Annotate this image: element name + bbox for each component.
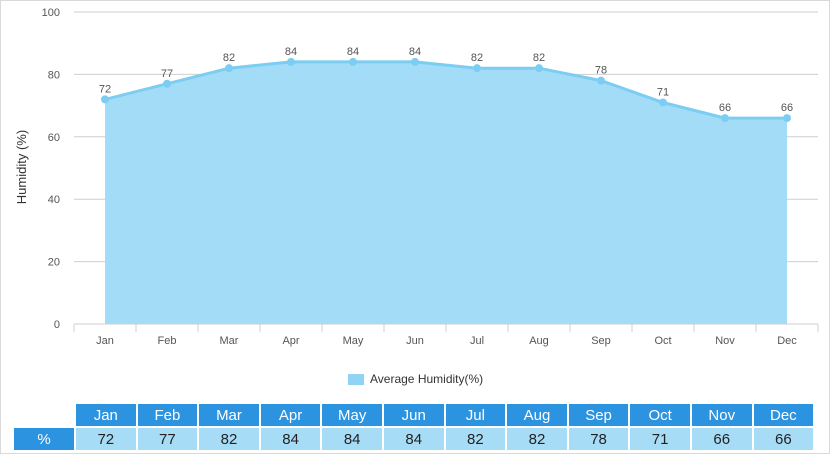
x-tick-label: Mar <box>220 335 239 347</box>
table-value-cell: 84 <box>322 428 382 450</box>
table-month-header: Aug <box>507 404 567 426</box>
data-point[interactable] <box>783 114 791 123</box>
data-points: 72 77 82 84 84 84 82 82 78 71 66 66 <box>99 46 793 123</box>
legend-swatch <box>348 373 364 385</box>
data-label: 66 <box>719 102 731 114</box>
data-label: 72 <box>99 83 111 95</box>
legend[interactable]: Average Humidity(%) <box>348 372 483 386</box>
table-month-header: Jul <box>445 404 506 426</box>
table-month-header: Feb <box>137 404 198 426</box>
axes: 0 20 40 60 80 100 Jan Feb Mar Apr May Jun Jul Aug Sep O… <box>42 7 819 347</box>
y-tick-label: 40 <box>48 194 60 206</box>
y-tick-label: 60 <box>48 132 60 144</box>
table-value-cell: 77 <box>137 428 198 450</box>
x-tick-label: Jan <box>96 335 114 347</box>
x-tick-label: May <box>343 335 364 347</box>
table-value-cell: 84 <box>383 428 444 450</box>
x-tick-label: Dec <box>777 335 797 347</box>
table-value-cell: 66 <box>753 428 814 450</box>
x-tick-label: Feb <box>158 335 177 347</box>
data-point[interactable] <box>101 95 109 104</box>
data-label: 82 <box>223 52 235 64</box>
table-row-label: % <box>14 428 74 450</box>
table-month-header: Dec <box>753 404 814 426</box>
data-label: 84 <box>347 46 359 58</box>
table-value-cell: 82 <box>507 428 567 450</box>
y-tick-label: 100 <box>42 7 60 19</box>
humidity-area <box>105 61 787 325</box>
data-point[interactable] <box>349 57 357 66</box>
x-tick-label: Sep <box>591 335 611 347</box>
legend-label: Average Humidity(%) <box>370 372 484 386</box>
table-corner <box>14 404 74 426</box>
data-label: 71 <box>657 86 669 98</box>
humidity-line <box>104 60 787 120</box>
table-value-cell: 82 <box>445 428 506 450</box>
data-label: 77 <box>161 68 173 80</box>
table-month-header: Jun <box>383 404 444 426</box>
table-value-cell: 78 <box>568 428 629 450</box>
table-month-header: Apr <box>260 404 321 426</box>
data-label: 84 <box>285 46 297 58</box>
humidity-area-chart: 0 20 40 60 80 100 Jan Feb Mar Apr May Jun Jul Aug Sep O… <box>14 7 819 347</box>
y-tick-label: 0 <box>54 319 60 331</box>
x-tick-label: Jun <box>406 335 424 347</box>
x-tick-label: Aug <box>529 335 549 347</box>
data-point[interactable] <box>659 98 667 107</box>
data-label: 78 <box>595 65 607 77</box>
y-tick-label: 20 <box>48 257 60 269</box>
monthly-humidity-table: Jan Feb Mar Apr May Jun Jul Aug Sep Oct … <box>12 402 815 452</box>
table-month-header: Nov <box>691 404 752 426</box>
data-point[interactable] <box>721 114 729 123</box>
data-point[interactable] <box>535 64 543 73</box>
table-month-header: Jan <box>76 404 136 426</box>
table-month-header: May <box>322 404 382 426</box>
data-label: 82 <box>533 52 545 64</box>
table-values-row: % 72 77 82 84 84 84 82 82 78 71 66 66 <box>14 428 814 450</box>
data-point[interactable] <box>287 57 295 66</box>
data-label: 66 <box>781 102 793 114</box>
y-tick-label: 80 <box>48 69 60 81</box>
table-value-cell: 84 <box>260 428 321 450</box>
data-point[interactable] <box>597 76 605 85</box>
table-value-cell: 72 <box>76 428 136 450</box>
y-axis-title: Humidity (%) <box>14 130 29 204</box>
x-tick-label: Jul <box>470 335 484 347</box>
data-point[interactable] <box>163 79 171 88</box>
table-month-header: Sep <box>568 404 629 426</box>
table-month-header: Oct <box>630 404 690 426</box>
x-tick-label: Apr <box>282 335 299 347</box>
table-value-cell: 71 <box>630 428 690 450</box>
data-point[interactable] <box>473 64 481 73</box>
x-tick-label: Nov <box>715 335 735 347</box>
x-tick-label: Oct <box>654 335 671 347</box>
data-point[interactable] <box>411 57 419 66</box>
data-point[interactable] <box>225 64 233 73</box>
table-value-cell: 82 <box>199 428 259 450</box>
table-header-row: Jan Feb Mar Apr May Jun Jul Aug Sep Oct … <box>14 404 814 426</box>
data-label: 84 <box>409 46 421 58</box>
data-label: 82 <box>471 52 483 64</box>
table-month-header: Mar <box>199 404 259 426</box>
table-value-cell: 66 <box>691 428 752 450</box>
